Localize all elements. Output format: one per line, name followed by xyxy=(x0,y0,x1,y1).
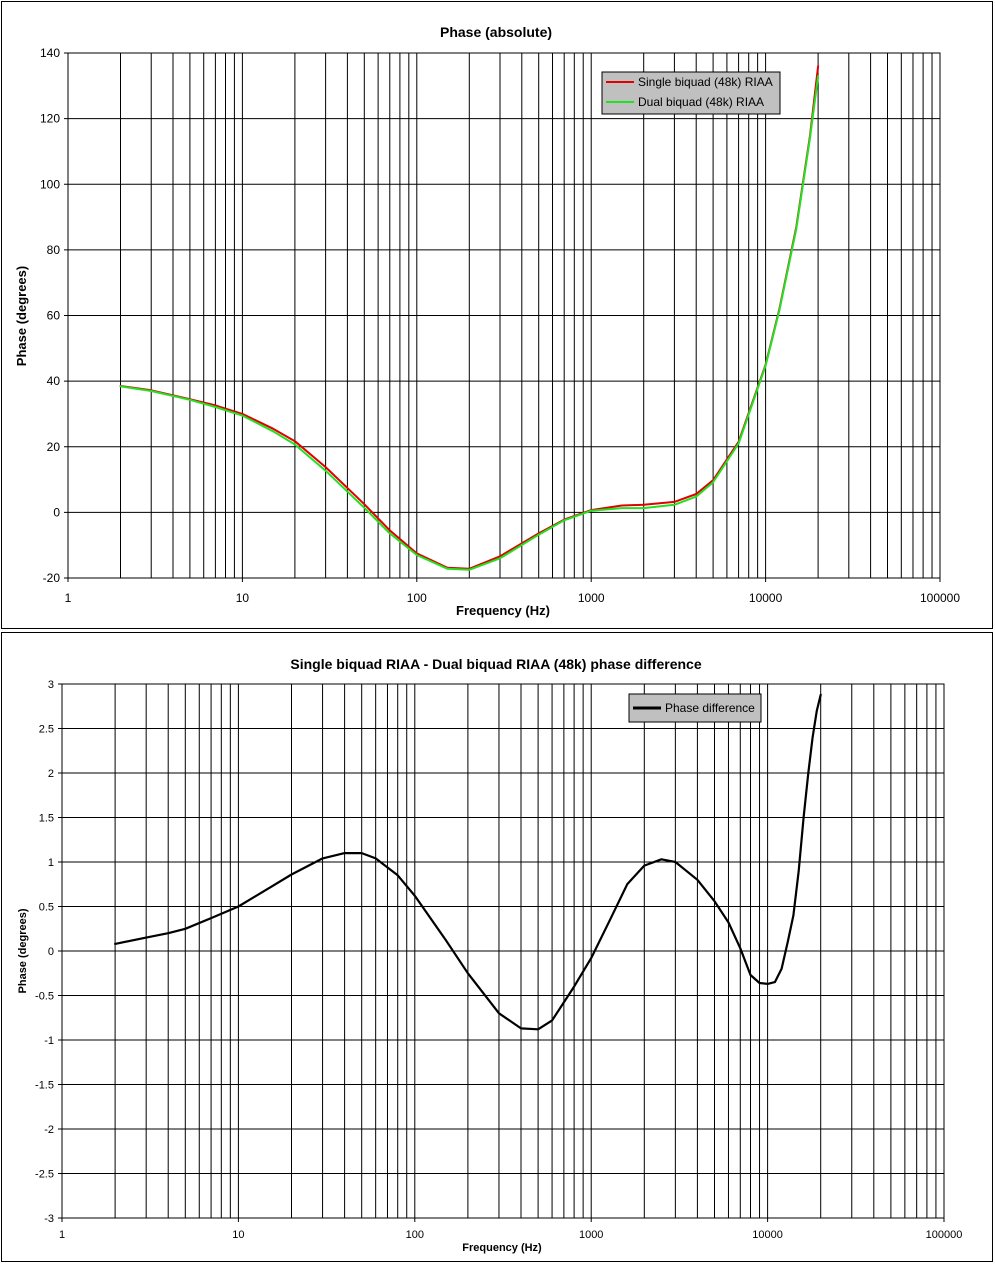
legend-box xyxy=(601,71,781,115)
chart-2: Single biquad RIAA - Dual biquad RIAA (4… xyxy=(17,656,962,1254)
x-tick-label: 100000 xyxy=(926,1229,963,1241)
legend-label: Phase difference xyxy=(665,701,755,715)
x-tick-label: 10 xyxy=(232,1229,244,1241)
y-tick-label: 60 xyxy=(47,309,61,323)
legend-label: Dual biquad (48k) RIAA xyxy=(638,95,764,109)
y-tick-label: 0 xyxy=(53,505,60,519)
series-line-1 xyxy=(114,693,822,1031)
x-tick-label: 10000 xyxy=(752,1229,783,1241)
y-tick-label: -20 xyxy=(43,571,61,585)
y-tick-label: 1 xyxy=(48,857,54,869)
x-tick-label: 10 xyxy=(236,591,250,605)
x-tick-label: 100000 xyxy=(920,591,960,605)
y-tick-label: 2.5 xyxy=(39,724,54,736)
y-tick-label: -3 xyxy=(44,1213,54,1225)
y-tick-label: 140 xyxy=(40,46,60,60)
chart-title: Phase (absolute) xyxy=(440,24,552,40)
legend: Single biquad (48k) RIAA Dual biquad (48k… xyxy=(601,71,781,115)
y-tick-label: 0.5 xyxy=(39,902,54,914)
legend-label: Single biquad (48k) RIAA xyxy=(638,75,773,89)
legend: Phase difference xyxy=(628,693,762,723)
x-tick-label: 1000 xyxy=(579,1229,603,1241)
x-tick-label: 1 xyxy=(65,591,72,605)
y-tick-label: -1.5 xyxy=(35,1080,54,1092)
chart-1: Phase (absolute) Frequency (Hz) Phase (d… xyxy=(14,24,960,618)
x-tick-label: 10000 xyxy=(749,591,783,605)
x-axis-label: Frequency (Hz) xyxy=(456,603,550,618)
y-tick-label: 100 xyxy=(40,177,60,191)
y-axis-label: Phase (degrees) xyxy=(14,266,29,366)
y-tick-label: 1.5 xyxy=(39,813,54,825)
y-tick-label: 20 xyxy=(47,440,61,454)
y-tick-label: 0 xyxy=(48,946,54,958)
series-line-2 xyxy=(119,75,820,571)
y-tick-label: 40 xyxy=(47,374,61,388)
x-tick-label: 1000 xyxy=(578,591,605,605)
y-tick-label: -0.5 xyxy=(35,991,54,1003)
x-tick-label: 1 xyxy=(59,1229,65,1241)
y-axis-label: Phase (degrees) xyxy=(17,908,29,993)
x-tick-label: 100 xyxy=(406,1229,424,1241)
y-tick-label: 3 xyxy=(48,679,54,691)
x-tick-label: 100 xyxy=(407,591,427,605)
y-tick-label: 80 xyxy=(47,243,61,257)
y-tick-label: 2 xyxy=(48,768,54,780)
chart-title: Single biquad RIAA - Dual biquad RIAA (4… xyxy=(290,656,701,672)
y-tick-label: -2.5 xyxy=(35,1169,54,1181)
y-tick-label: -1 xyxy=(44,1035,54,1047)
y-tick-label: -2 xyxy=(44,1124,54,1136)
y-tick-label: 120 xyxy=(40,112,60,126)
x-axis-label: Frequency (Hz) xyxy=(462,1242,542,1254)
